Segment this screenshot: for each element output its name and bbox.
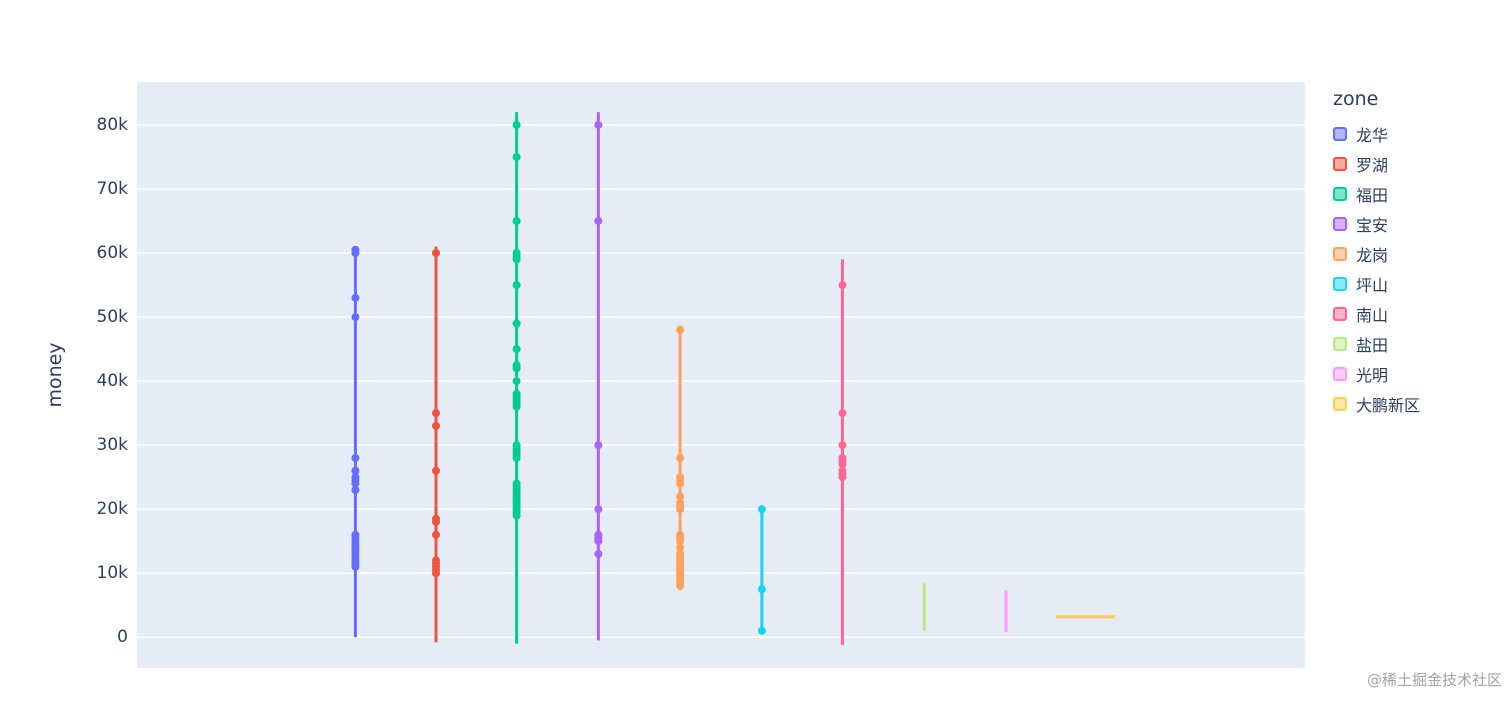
- legend-marker-icon: [1333, 307, 1347, 321]
- data-point[interactable]: [351, 479, 360, 488]
- legend-item[interactable]: 龙华: [1333, 119, 1420, 149]
- legend-item-label: 龙岗: [1356, 246, 1389, 265]
- chart-canvas[interactable]: [137, 82, 1305, 668]
- data-point[interactable]: [432, 569, 441, 578]
- data-point[interactable]: [594, 120, 603, 129]
- data-point[interactable]: [512, 120, 521, 129]
- y-tick-label: 20k: [96, 499, 128, 520]
- legend-item-label: 宝安: [1356, 216, 1389, 235]
- legend: zone 龙华罗湖福田宝安龙岗坪山南山盐田光明大鹏新区: [1333, 88, 1420, 419]
- data-point[interactable]: [351, 453, 360, 462]
- data-point[interactable]: [676, 479, 685, 488]
- data-point[interactable]: [512, 402, 521, 411]
- data-point[interactable]: [351, 313, 360, 322]
- data-point[interactable]: [676, 492, 685, 501]
- legend-item[interactable]: 坪山: [1333, 269, 1420, 299]
- data-point[interactable]: [757, 585, 766, 594]
- legend-marker-icon: [1333, 367, 1347, 381]
- legend-item[interactable]: 龙岗: [1333, 239, 1420, 269]
- data-point[interactable]: [594, 537, 603, 546]
- legend-marker-icon: [1333, 397, 1347, 411]
- legend-item[interactable]: 罗湖: [1333, 149, 1420, 179]
- legend-marker-icon: [1333, 337, 1347, 351]
- data-point[interactable]: [351, 562, 360, 571]
- legend-item-label: 光明: [1356, 366, 1389, 385]
- data-point[interactable]: [351, 485, 360, 494]
- data-point[interactable]: [432, 421, 441, 430]
- data-point[interactable]: [512, 216, 521, 225]
- data-point[interactable]: [676, 537, 685, 546]
- data-point[interactable]: [676, 505, 685, 514]
- data-point[interactable]: [351, 293, 360, 302]
- legend-marker-icon: [1333, 277, 1347, 291]
- legend-item-label: 福田: [1356, 186, 1389, 205]
- legend-item[interactable]: 南山: [1333, 299, 1420, 329]
- data-point[interactable]: [676, 325, 685, 334]
- data-point[interactable]: [838, 460, 847, 469]
- legend-item[interactable]: 光明: [1333, 359, 1420, 389]
- y-tick-label: 30k: [96, 435, 128, 456]
- data-point[interactable]: [838, 473, 847, 482]
- data-point[interactable]: [594, 505, 603, 514]
- data-point[interactable]: [594, 441, 603, 450]
- data-point[interactable]: [512, 319, 521, 328]
- data-point[interactable]: [838, 281, 847, 290]
- y-tick-label: 0: [117, 627, 128, 648]
- y-tick-label: 70k: [96, 178, 128, 199]
- data-point[interactable]: [512, 255, 521, 264]
- data-point[interactable]: [757, 626, 766, 635]
- data-point[interactable]: [432, 248, 441, 257]
- legend-item-label: 罗湖: [1356, 156, 1389, 175]
- legend-marker-icon: [1333, 157, 1347, 171]
- legend-marker-icon: [1333, 187, 1347, 201]
- data-point[interactable]: [512, 453, 521, 462]
- y-tick-label: 80k: [96, 114, 128, 135]
- legend-marker-icon: [1333, 217, 1347, 231]
- data-point[interactable]: [676, 543, 685, 552]
- data-point[interactable]: [838, 409, 847, 418]
- legend-marker-icon: [1333, 247, 1347, 261]
- y-tick-label: 40k: [96, 371, 128, 392]
- legend-item-label: 盐田: [1356, 336, 1389, 355]
- data-point[interactable]: [351, 466, 360, 475]
- data-point[interactable]: [512, 281, 521, 290]
- data-point[interactable]: [432, 530, 441, 539]
- data-point[interactable]: [512, 152, 521, 161]
- data-point[interactable]: [757, 505, 766, 514]
- data-point[interactable]: [512, 377, 521, 386]
- data-point[interactable]: [512, 511, 521, 520]
- legend-item[interactable]: 福田: [1333, 179, 1420, 209]
- legend-item-label: 大鹏新区: [1356, 396, 1421, 415]
- plot-area[interactable]: [137, 82, 1305, 668]
- legend-marker-icon: [1333, 127, 1347, 141]
- data-point[interactable]: [432, 466, 441, 475]
- legend-item[interactable]: 大鹏新区: [1333, 389, 1420, 419]
- y-tick-label: 50k: [96, 307, 128, 328]
- data-point[interactable]: [594, 550, 603, 559]
- data-point[interactable]: [432, 409, 441, 418]
- legend-item-label: 龙华: [1356, 126, 1389, 145]
- data-point[interactable]: [676, 453, 685, 462]
- data-point[interactable]: [838, 441, 847, 450]
- y-tick-label: 10k: [96, 563, 128, 584]
- legend-items: 龙华罗湖福田宝安龙岗坪山南山盐田光明大鹏新区: [1333, 119, 1420, 419]
- data-point[interactable]: [351, 248, 360, 257]
- legend-title: zone: [1333, 88, 1379, 110]
- data-point[interactable]: [512, 364, 521, 373]
- data-point[interactable]: [676, 582, 685, 591]
- watermark: @稀土掘金技术社区: [1366, 671, 1502, 689]
- legend-item[interactable]: 盐田: [1333, 329, 1420, 359]
- legend-item-label: 南山: [1356, 306, 1389, 325]
- data-point[interactable]: [512, 345, 521, 354]
- legend-item[interactable]: 宝安: [1333, 209, 1420, 239]
- legend-item-label: 坪山: [1356, 276, 1389, 295]
- data-point[interactable]: [594, 216, 603, 225]
- y-tick-label: 60k: [96, 242, 128, 263]
- data-point[interactable]: [432, 517, 441, 526]
